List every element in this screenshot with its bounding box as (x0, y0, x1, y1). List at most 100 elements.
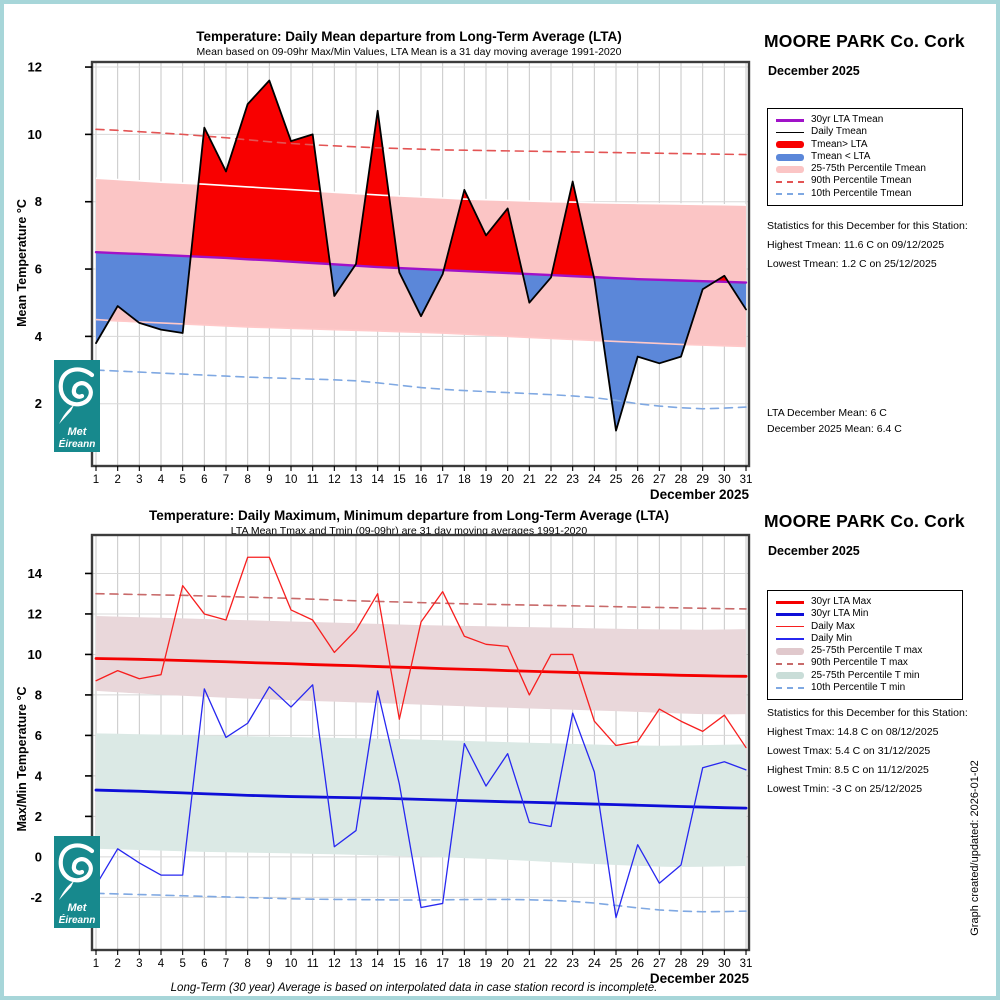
maxmin-statistics: Statistics for this December for this St… (767, 704, 996, 799)
legend-swatch-patch (776, 647, 804, 655)
legend-label: 90th Percentile T max (811, 657, 908, 669)
legend-item: 30yr LTA Min (776, 608, 954, 620)
stat-line: Statistics for this December for this St… (767, 707, 968, 719)
legend-label: Tmean < LTA (811, 150, 871, 162)
svg-text:21: 21 (523, 474, 536, 486)
legend-swatch-line-thin (776, 625, 804, 628)
svg-text:7: 7 (223, 958, 229, 970)
svg-text:12: 12 (328, 958, 341, 970)
stat-line: Highest Tmin: 8.5 C on 11/12/2025 (767, 764, 929, 776)
legend-label: 30yr LTA Tmean (811, 114, 884, 125)
svg-text:December 2025: December 2025 (650, 971, 750, 986)
legend-swatch-dash (776, 662, 804, 665)
legend-item: 10th Percentile Tmean (776, 188, 954, 200)
svg-text:4: 4 (158, 474, 165, 486)
svg-text:-2: -2 (30, 890, 42, 905)
svg-text:2: 2 (35, 809, 42, 824)
svg-text:30: 30 (718, 958, 731, 970)
svg-text:16: 16 (415, 958, 428, 970)
legend-swatch-line-thick (776, 118, 804, 122)
stat-line: Highest Tmax: 14.8 C on 08/12/2025 (767, 726, 939, 738)
svg-text:11: 11 (307, 958, 319, 970)
svg-text:Met: Met (68, 426, 88, 438)
footer-caption: Long-Term (30 year) Average is based on … (170, 982, 658, 994)
svg-text:9: 9 (266, 958, 272, 970)
svg-text:Met: Met (68, 902, 88, 914)
tmean-chart-title: Temperature: Daily Mean departure from L… (196, 29, 622, 44)
svg-text:Éireann: Éireann (59, 913, 96, 926)
legend-swatch-dash (776, 687, 804, 690)
svg-text:December 2025: December 2025 (650, 487, 750, 502)
svg-text:23: 23 (566, 958, 579, 970)
svg-text:28: 28 (675, 474, 688, 486)
station-name-top: MOORE PARK Co. Cork (764, 31, 965, 51)
stat-line: LTA December Mean: 6 C (767, 407, 887, 419)
svg-text:12: 12 (328, 474, 341, 486)
legend-item: 10th Percentile T min (776, 682, 954, 694)
legend-swatch-patch (776, 153, 804, 161)
svg-text:18: 18 (458, 958, 471, 970)
svg-text:30: 30 (718, 474, 731, 486)
stat-line: Statistics for this December for this St… (767, 220, 968, 232)
svg-text:8: 8 (244, 958, 250, 970)
legend-label: Tmean> LTA (811, 138, 868, 150)
legend-swatch-dash (776, 192, 804, 195)
svg-text:4: 4 (35, 329, 43, 344)
maxmin-chart-title: Temperature: Daily Maximum, Minimum depa… (148, 508, 670, 523)
svg-text:15: 15 (393, 474, 406, 486)
svg-text:2: 2 (114, 474, 120, 486)
svg-text:17: 17 (436, 474, 449, 486)
legend-swatch-line-thin (776, 131, 804, 134)
legend-item: Tmean < LTA (776, 151, 954, 163)
stat-line: Lowest Tmin: -3 C on 25/12/2025 (767, 783, 923, 795)
svg-text:6: 6 (35, 262, 42, 277)
svg-text:31: 31 (740, 958, 753, 970)
stat-line: Lowest Tmax: 5.4 C on 31/12/2025 (767, 745, 931, 757)
svg-text:11: 11 (307, 474, 319, 486)
legend-swatch-dash (776, 180, 804, 183)
svg-text:14: 14 (371, 474, 384, 486)
svg-text:16: 16 (415, 474, 428, 486)
created-date-note: Graph created/updated: 2026-01-02 (969, 760, 981, 936)
legend-label: 25-75th Percentile Tmean (811, 163, 926, 175)
legend-label: 25-75th Percentile T min (811, 669, 920, 681)
svg-text:27: 27 (653, 958, 666, 970)
svg-text:19: 19 (480, 958, 493, 970)
svg-text:8: 8 (244, 474, 250, 486)
tmean-legend: 30yr LTA Tmean Daily Tmean Tmean> LTA Tmean… (767, 108, 963, 207)
svg-text:29: 29 (696, 958, 709, 970)
legend-item: Tmean> LTA (776, 139, 954, 151)
svg-text:14: 14 (371, 958, 384, 970)
legend-item: 30yr LTA Tmean (776, 114, 954, 126)
svg-text:17: 17 (436, 958, 449, 970)
svg-text:1: 1 (93, 474, 99, 486)
svg-text:1: 1 (93, 958, 99, 970)
svg-text:10: 10 (285, 474, 298, 486)
tmean-means-summary: LTA December Mean: 6 C December 2025 Mean… (767, 406, 996, 437)
svg-text:6: 6 (201, 474, 207, 486)
month-label-bottom: December 2025 (768, 544, 860, 558)
svg-text:29: 29 (696, 474, 709, 486)
svg-text:10: 10 (285, 958, 298, 970)
svg-text:13: 13 (350, 474, 363, 486)
svg-text:6: 6 (201, 958, 207, 970)
svg-text:24: 24 (588, 474, 601, 486)
svg-text:12: 12 (28, 60, 42, 75)
legend-item: 30yr LTA Max (776, 596, 954, 608)
svg-text:14: 14 (28, 566, 43, 581)
month-label-top: December 2025 (768, 64, 860, 78)
svg-text:25: 25 (610, 958, 623, 970)
svg-text:2: 2 (35, 396, 42, 411)
svg-text:4: 4 (158, 958, 165, 970)
legend-item: Daily Min (776, 633, 954, 645)
svg-text:8: 8 (35, 194, 42, 209)
legend-item: Daily Max (776, 621, 954, 633)
svg-text:25: 25 (610, 474, 623, 486)
legend-swatch-line-thick (776, 612, 804, 616)
legend-label: 30yr LTA Min (811, 608, 869, 620)
svg-text:27: 27 (653, 474, 666, 486)
